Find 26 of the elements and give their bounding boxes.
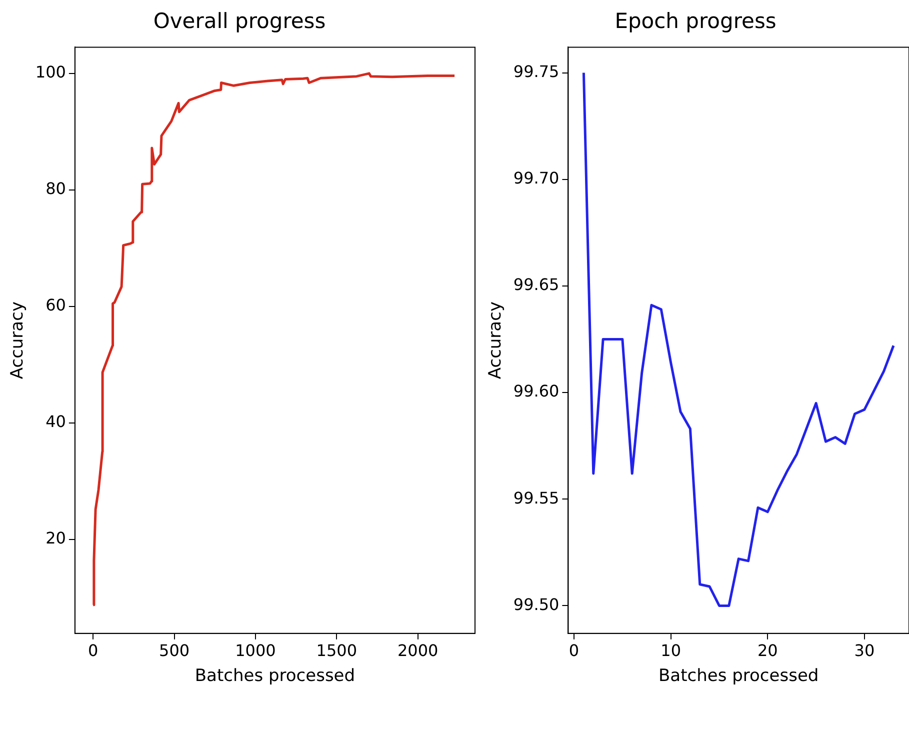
y-axis-title: Accuracy (486, 301, 506, 380)
x-tick-label: 2000 (397, 641, 438, 660)
y-tick-label: 60 (46, 296, 66, 315)
x-tick-label: 1500 (316, 641, 358, 660)
y-tick-label: 99.60 (513, 382, 560, 401)
y-tick-label: 99.70 (513, 168, 560, 188)
y-tick-label: 99.65 (513, 275, 560, 294)
x-tick-label: 1000 (235, 641, 276, 660)
y-tick-label: 100 (35, 62, 66, 82)
y-tick-label: 99.50 (513, 594, 560, 614)
y-tick-label: 20 (46, 528, 66, 548)
x-tick-label: 20 (757, 641, 778, 660)
x-axis-title: Batches processed (194, 666, 356, 686)
y-axis-title: Accuracy (8, 301, 28, 380)
x-axis-title: Batches processed (658, 666, 819, 686)
x-tick-label: 10 (660, 641, 682, 660)
chart-title: Overall progress (153, 9, 326, 34)
y-tick-label: 80 (46, 179, 66, 198)
x-tick-label: 0 (88, 641, 98, 660)
y-tick-label: 99.55 (513, 488, 560, 508)
chart-title: Epoch progress (614, 9, 776, 34)
x-tick-label: 30 (854, 641, 875, 660)
y-tick-label: 40 (46, 412, 66, 432)
x-tick-label: 0 (568, 641, 580, 660)
y-tick-label: 99.75 (513, 62, 560, 81)
x-tick-label: 500 (159, 641, 190, 660)
